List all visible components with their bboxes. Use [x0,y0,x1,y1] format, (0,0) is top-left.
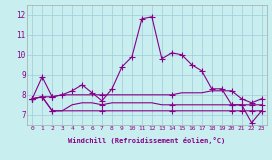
X-axis label: Windchill (Refroidissement éolien,°C): Windchill (Refroidissement éolien,°C) [68,137,225,144]
